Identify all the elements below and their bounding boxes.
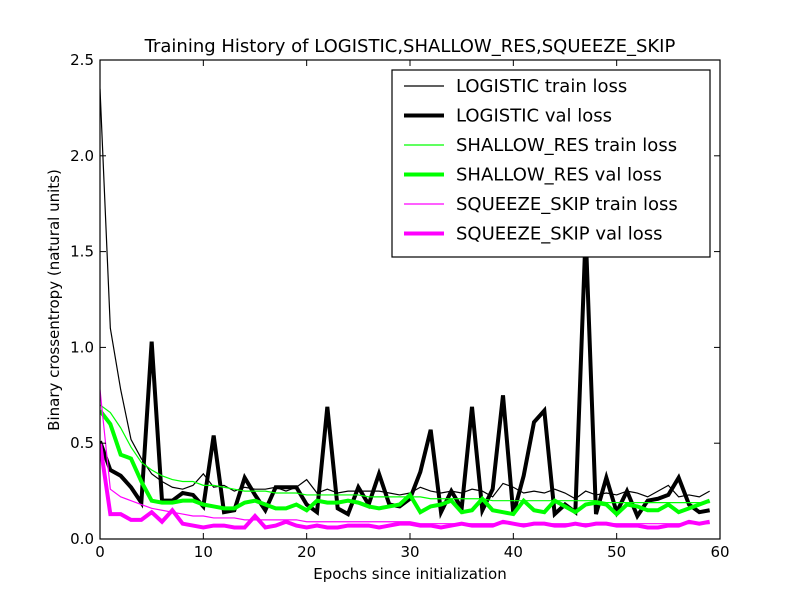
series-layer	[100, 88, 711, 530]
y-tick-label: 1.0	[70, 338, 94, 356]
legend: LOGISTIC train loss LOGISTIC val loss SHAL…	[391, 69, 711, 258]
x-tick-label: 20	[297, 543, 316, 561]
ticks-layer: 0 10 20 30 40 50 60 0.0 0.5 1.0 1.5 2.0 2.5	[70, 51, 729, 561]
x-tick-label: 60	[710, 543, 729, 561]
legend-label-logistic-train-loss: LOGISTIC train loss	[456, 76, 627, 97]
y-tick-label: 1.5	[70, 243, 94, 261]
series-line-shallow-res-val-loss	[100, 409, 711, 517]
legend-label-shallow-res-train-loss: SHALLOW_RES train loss	[456, 135, 677, 156]
y-tick-label: 0.5	[70, 434, 94, 452]
legend-label-logistic-val-loss: LOGISTIC val loss	[456, 106, 612, 127]
y-axis-label: Binary crossentropy (natural units)	[45, 169, 63, 431]
x-tick-label: 50	[607, 543, 626, 561]
x-tick-label: 40	[504, 543, 523, 561]
series-line-logistic-train-loss	[100, 88, 710, 500]
legend-label-squeeze-skip-train-loss: SQUEEZE_SKIP train loss	[456, 194, 678, 215]
y-tick-label: 0.0	[70, 530, 94, 548]
x-axis-label: Epochs since initialization	[313, 565, 506, 583]
series-line-shallow-res-train-loss	[100, 404, 710, 504]
y-tick-label: 2.5	[70, 51, 94, 69]
x-tick-label: 10	[194, 543, 213, 561]
x-tick-label: 30	[400, 543, 419, 561]
legend-box	[391, 69, 711, 258]
x-tick-label: 0	[95, 543, 105, 561]
legend-label-shallow-res-val-loss: SHALLOW_RES val loss	[456, 165, 662, 186]
chart-title: Training History of LOGISTIC,SHALLOW_RES…	[144, 36, 676, 57]
legend-label-squeeze-skip-val-loss: SQUEEZE_SKIP val loss	[456, 224, 663, 245]
y-tick-label: 2.0	[70, 147, 94, 165]
series-line-squeeze-skip-val-loss	[100, 442, 711, 530]
